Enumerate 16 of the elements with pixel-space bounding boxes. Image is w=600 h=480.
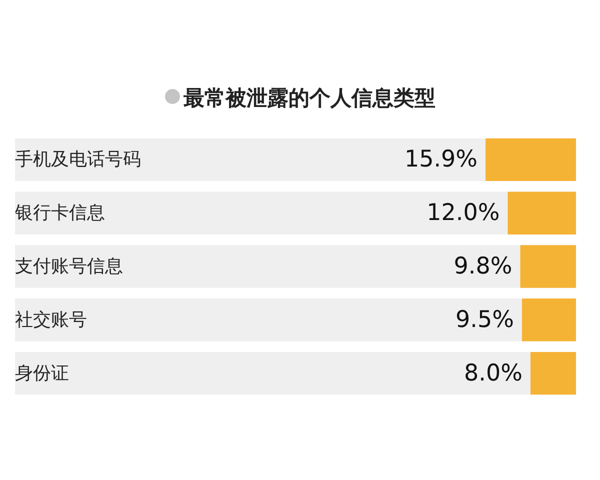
bar <box>520 245 576 288</box>
data-label: 8.0% <box>464 360 522 386</box>
bar <box>530 352 576 395</box>
data-label: 9.8% <box>454 254 512 280</box>
y-tick-label: 手机及电话号码 <box>15 149 141 170</box>
y-tick-label: 支付账号信息 <box>15 256 123 277</box>
bar <box>522 298 576 342</box>
bar <box>508 192 576 234</box>
bar <box>486 138 576 182</box>
data-label: 15.9% <box>404 146 478 173</box>
text: 最常被泄露的个人信息类型 <box>184 86 436 110</box>
y-tick-label: 社交账号 <box>15 309 87 330</box>
data-label: 9.5% <box>456 306 514 333</box>
data-label: 12.0% <box>426 200 500 226</box>
y-tick-label: 银行卡信息 <box>14 202 105 224</box>
y-tick-label: 身份证 <box>15 362 69 384</box>
